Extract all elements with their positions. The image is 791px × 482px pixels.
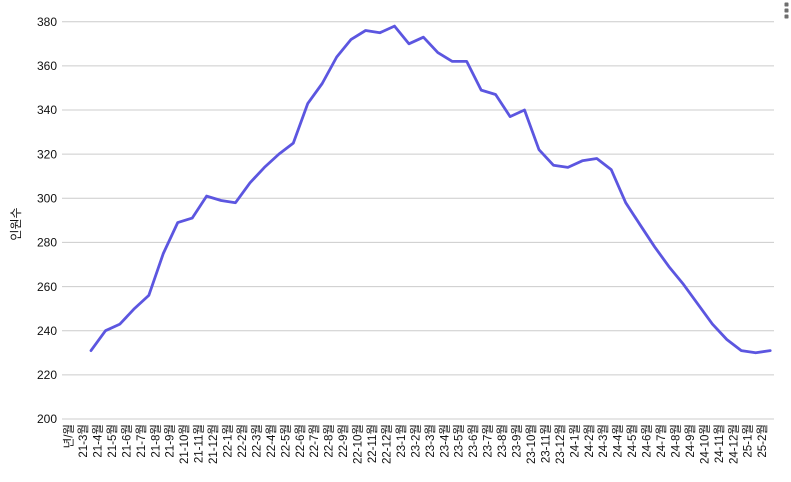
x-axis-tick-label: 21-12월 <box>207 424 220 464</box>
x-axis-tick-label: 23-7월 <box>482 424 495 458</box>
x-axis-tick-label: 22-7월 <box>308 424 321 458</box>
x-axis-tick-label: 21-11월 <box>193 424 206 463</box>
x-axis-tick-label: 23-2월 <box>409 424 422 458</box>
x-axis-tick-label: 24-8월 <box>669 424 682 458</box>
x-axis-tick-label: 22-3월 <box>250 424 263 458</box>
x-axis-tick-label: 22-11월 <box>366 424 379 463</box>
x-axis-tick-label: 23-11월 <box>539 424 552 463</box>
y-axis-tick-label: 220 <box>37 368 57 382</box>
gridlines <box>62 21 774 420</box>
y-axis-tick-label: 380 <box>37 15 57 29</box>
x-axis-tick-label: 24-9월 <box>684 424 697 458</box>
x-axis-tick-label: 24-3월 <box>597 424 610 458</box>
x-axis-tick-label: 24-6월 <box>641 424 654 458</box>
x-axis-tick-label: 21-10월 <box>178 424 191 464</box>
x-axis-tick-label: 24-11월 <box>713 424 726 463</box>
x-axis-tick-label: 22-10월 <box>352 424 365 464</box>
x-axis-tick-label: 23-12월 <box>554 424 567 464</box>
x-axis-tick-label: 21-8월 <box>149 424 162 458</box>
x-axis-tick-label: 24-1월 <box>568 424 581 458</box>
x-axis-tick-label: 23-9월 <box>511 424 524 458</box>
x-axis-tick-label: 24-2월 <box>583 424 596 458</box>
x-axis-tick-label: 21-9월 <box>164 424 177 458</box>
x-axis-tick-label: 24-4월 <box>612 424 625 458</box>
x-axis-tick-label: 22-12월 <box>380 424 393 464</box>
y-axis-title: 인원수 <box>9 207 23 240</box>
x-axis-tick-label: 22-2월 <box>236 424 249 458</box>
x-axis-tick-label: 25-1월 <box>742 424 755 458</box>
x-axis-tick-label: 21-7월 <box>135 424 148 458</box>
x-axis-tick-label: 23-5월 <box>453 424 466 458</box>
x-axis-tick-label: 24-12월 <box>727 424 740 464</box>
x-axis-tick-label: 23-4월 <box>438 424 451 458</box>
x-axis-header-label: 년/월 <box>63 424 76 448</box>
y-axis-tick-label: 280 <box>37 236 57 250</box>
x-axis-tick-label: 21-3월 <box>77 424 90 458</box>
y-axis-tick-labels: 200 220 240 260 280 300 320 340 360 380 <box>37 15 57 426</box>
x-axis-tick-label: 24-10월 <box>698 424 711 464</box>
x-axis-tick-label: 21-4월 <box>91 424 104 458</box>
x-axis-tick-label: 23-8월 <box>496 424 509 458</box>
x-axis-tick-label: 22-6월 <box>294 424 307 458</box>
x-axis-tick-label: 25-2월 <box>756 424 769 458</box>
y-axis-tick-label: 300 <box>37 191 57 205</box>
y-axis-tick-label: 240 <box>37 324 57 338</box>
y-axis-tick-label: 340 <box>37 103 57 117</box>
y-axis-tick-label: 260 <box>37 280 57 294</box>
x-axis-tick-label: 22-9월 <box>337 424 350 458</box>
chart-menu-icon[interactable] <box>784 2 789 19</box>
y-axis-tick-label: 360 <box>37 59 57 73</box>
x-axis-tick-label: 22-4월 <box>265 424 278 458</box>
x-axis-tick-label: 23-10월 <box>525 424 538 464</box>
y-axis-tick-label: 200 <box>37 412 57 426</box>
x-axis-tick-label: 21-6월 <box>120 424 133 458</box>
x-axis-tick-label: 23-6월 <box>467 424 480 458</box>
x-axis-tick-label: 23-3월 <box>424 424 437 458</box>
x-axis-tick-label: 21-5월 <box>106 424 119 458</box>
x-axis-tick-label: 22-8월 <box>323 424 336 458</box>
x-axis-tick-label: 22-5월 <box>279 424 292 458</box>
x-axis-tick-label: 24-5월 <box>626 424 639 458</box>
x-axis-tick-label: 23-1월 <box>395 424 408 458</box>
x-axis-tick-labels: 년/월 21-3월 21-4월 21-5월 21-6월 21-7월 21-8월 21-9월 21… <box>63 424 770 464</box>
x-axis-tick-label: 22-1월 <box>222 424 235 458</box>
data-series-line <box>89 24 772 355</box>
x-axis-tick-label: 24-7월 <box>655 424 668 458</box>
y-axis-tick-label: 320 <box>37 147 57 161</box>
